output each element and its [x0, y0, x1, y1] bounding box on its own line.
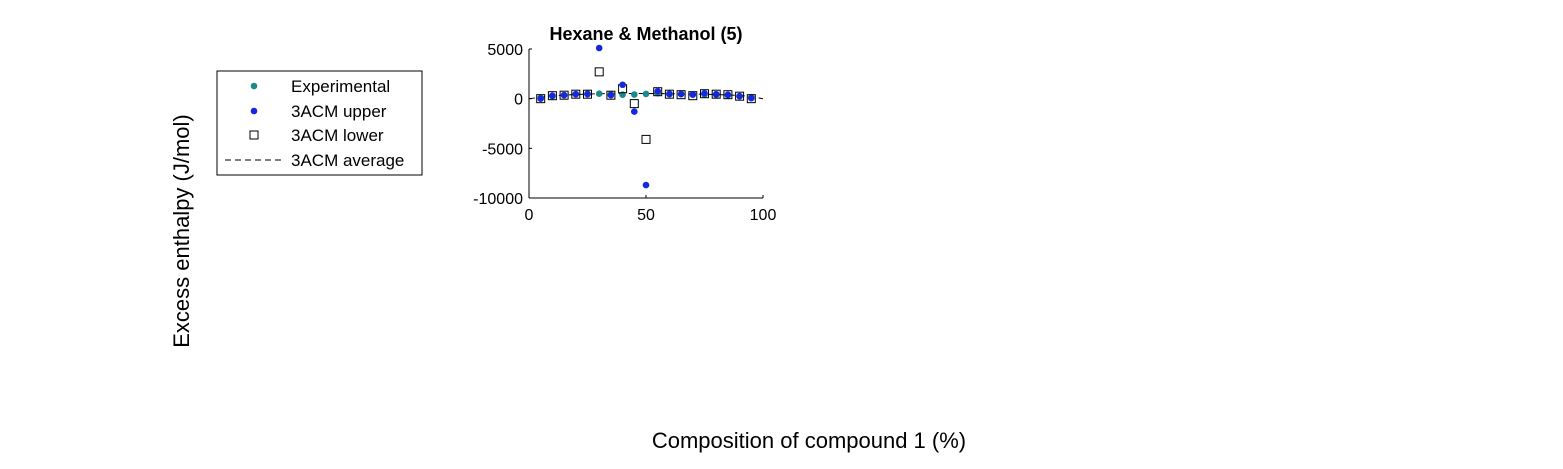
data-point-circle: [642, 90, 650, 98]
series-2: [536, 67, 756, 144]
data-point-circle: [631, 91, 638, 98]
legend: Experimental 3ACM upper 3ACM lower 3ACM ave…: [216, 70, 423, 176]
data-point-circle: [712, 90, 720, 98]
series-layer: [528, 44, 764, 189]
data-point-circle: [701, 89, 708, 97]
data-point-square: [547, 91, 557, 101]
legend-items: Experimental 3ACM upper 3ACM lower 3ACM ave…: [225, 77, 404, 170]
data-point-circle: [584, 90, 591, 98]
data-point-square: [641, 134, 651, 144]
y-axis-label: Excess enthalpy (J/mol): [169, 114, 194, 348]
data-point-circle: [677, 90, 685, 98]
data-point-square: [583, 89, 592, 99]
data-point-circle: [748, 94, 755, 102]
legend-square-swatch: [249, 130, 259, 140]
data-point-square: [700, 89, 709, 99]
data-point-circle: [689, 91, 697, 98]
data-point-square: [629, 99, 639, 109]
legend-box: [216, 70, 423, 176]
y-tick-label: -5000: [482, 141, 523, 158]
data-point-circle: [607, 91, 615, 99]
legend-item: 3ACM lower: [249, 126, 384, 145]
data-point-circle: [654, 87, 661, 95]
data-point-circle: [736, 92, 743, 100]
legend-item: 3ACM average: [225, 151, 404, 170]
x-tick-label: 50: [637, 207, 655, 224]
data-point-square: [676, 90, 686, 100]
data-point-square: [711, 89, 721, 99]
data-point-square: [735, 91, 745, 101]
data-point-circle: [666, 90, 673, 98]
series-1: [537, 44, 755, 189]
legend-circle-swatch: [250, 82, 258, 90]
data-point-square: [664, 89, 674, 99]
y-axis-ticks: 5000 0 -5000 -10000: [473, 42, 532, 208]
legend-item: Experimental: [250, 77, 390, 96]
legend-label: 3ACM lower: [291, 126, 384, 145]
data-point-square: [594, 67, 604, 77]
data-point-circle: [642, 181, 650, 189]
x-axis-label: Composition of compound 1 (%): [652, 428, 966, 453]
data-point-circle: [537, 95, 544, 102]
plot-area: 5000 0 -5000 -10000 0 50 100: [473, 42, 776, 224]
chart-title: Hexane & Methanol (5): [549, 24, 742, 44]
data-point-square: [536, 94, 546, 104]
y-tick-label: 5000: [487, 42, 523, 59]
x-tick-label: 0: [525, 207, 534, 224]
data-point-circle: [724, 91, 732, 98]
y-tick-label: -10000: [473, 191, 523, 208]
data-point-square: [606, 90, 616, 100]
legend-circle-swatch: [250, 107, 258, 115]
data-point-circle: [619, 81, 626, 89]
data-point-circle: [549, 92, 556, 99]
data-point-square: [653, 87, 663, 97]
legend-label: 3ACM average: [291, 151, 404, 170]
data-point-circle: [560, 91, 568, 99]
data-point-square: [746, 94, 756, 104]
data-point-circle: [595, 44, 603, 52]
data-point-square: [571, 89, 581, 99]
legend-item: 3ACM upper: [250, 102, 387, 121]
data-point-circle: [631, 108, 638, 115]
legend-label: Experimental: [291, 77, 390, 96]
data-point-circle: [572, 90, 580, 98]
y-tick-label: 0: [514, 92, 523, 109]
legend-label: 3ACM upper: [291, 102, 387, 121]
data-point-circle: [595, 90, 603, 97]
data-point-square: [723, 90, 733, 100]
x-tick-label: 100: [750, 207, 777, 224]
x-axis-ticks: 0 50 100: [525, 195, 777, 224]
data-point-square: [559, 90, 569, 100]
